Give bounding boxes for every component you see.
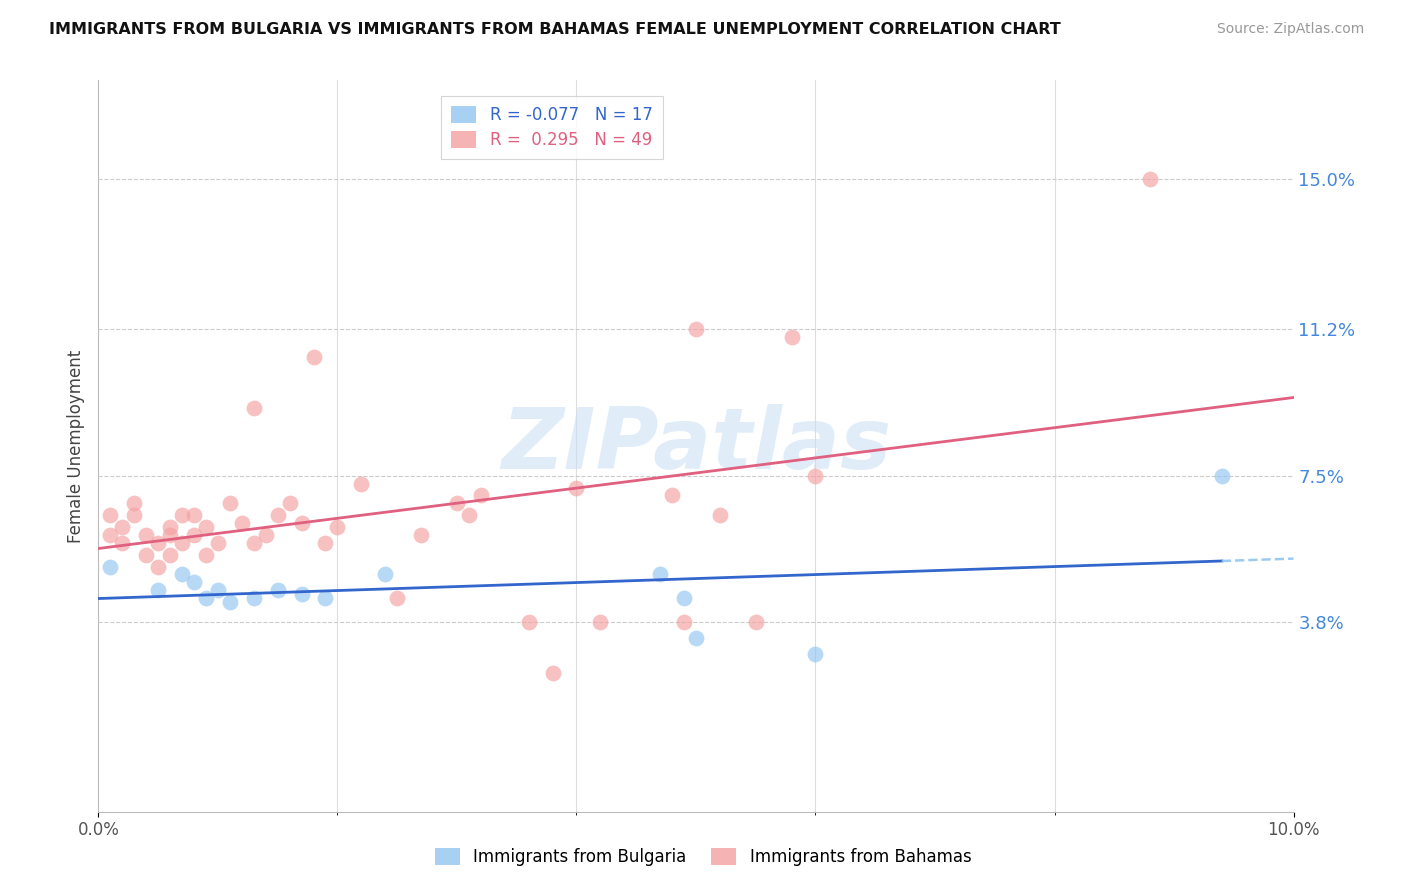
- Point: [135, 528, 157, 542]
- Point: [302, 350, 325, 364]
- Point: [219, 595, 242, 609]
- Point: [804, 468, 827, 483]
- Point: [172, 567, 194, 582]
- Point: [135, 548, 157, 562]
- Point: [673, 615, 696, 629]
- Text: Source: ZipAtlas.com: Source: ZipAtlas.com: [1216, 22, 1364, 37]
- Point: [745, 615, 768, 629]
- Point: [195, 520, 218, 534]
- Point: [589, 615, 612, 629]
- Point: [650, 567, 672, 582]
- Text: ZIPatlas: ZIPatlas: [501, 404, 891, 488]
- Point: [183, 508, 205, 523]
- Point: [159, 520, 181, 534]
- Point: [254, 528, 277, 542]
- Legend: R = -0.077   N = 17, R =  0.295   N = 49: R = -0.077 N = 17, R = 0.295 N = 49: [441, 96, 662, 159]
- Point: [350, 476, 373, 491]
- Point: [243, 536, 266, 550]
- Point: [148, 559, 170, 574]
- Point: [411, 528, 433, 542]
- Point: [159, 548, 181, 562]
- Point: [172, 536, 194, 550]
- Text: IMMIGRANTS FROM BULGARIA VS IMMIGRANTS FROM BAHAMAS FEMALE UNEMPLOYMENT CORRELAT: IMMIGRANTS FROM BULGARIA VS IMMIGRANTS F…: [49, 22, 1062, 37]
- Point: [291, 516, 314, 530]
- Point: [124, 496, 146, 510]
- Point: [458, 508, 481, 523]
- Point: [159, 528, 181, 542]
- Point: [111, 536, 134, 550]
- Point: [385, 591, 409, 606]
- Point: [315, 591, 337, 606]
- Point: [98, 508, 122, 523]
- Point: [291, 587, 314, 601]
- Point: [98, 528, 122, 542]
- Point: [183, 575, 205, 590]
- Point: [231, 516, 253, 530]
- Point: [111, 520, 134, 534]
- Point: [374, 567, 396, 582]
- Point: [315, 536, 337, 550]
- Point: [124, 508, 146, 523]
- Point: [517, 615, 540, 629]
- Point: [148, 583, 170, 598]
- Point: [1139, 172, 1161, 186]
- Legend: Immigrants from Bulgaria, Immigrants from Bahamas: Immigrants from Bulgaria, Immigrants fro…: [427, 841, 979, 873]
- Point: [804, 647, 827, 661]
- Point: [207, 583, 229, 598]
- Point: [98, 559, 122, 574]
- Point: [780, 330, 803, 344]
- Point: [470, 488, 492, 502]
- Point: [267, 508, 290, 523]
- Point: [183, 528, 205, 542]
- Point: [195, 591, 218, 606]
- Point: [172, 508, 194, 523]
- Point: [1211, 468, 1233, 483]
- Point: [661, 488, 683, 502]
- Point: [267, 583, 290, 598]
- Point: [685, 631, 707, 645]
- Point: [278, 496, 301, 510]
- Point: [148, 536, 170, 550]
- Point: [219, 496, 242, 510]
- Point: [207, 536, 229, 550]
- Point: [446, 496, 468, 510]
- Point: [243, 401, 266, 416]
- Point: [685, 322, 707, 336]
- Point: [709, 508, 731, 523]
- Point: [326, 520, 349, 534]
- Point: [673, 591, 696, 606]
- Point: [243, 591, 266, 606]
- Point: [195, 548, 218, 562]
- Y-axis label: Female Unemployment: Female Unemployment: [66, 350, 84, 542]
- Point: [541, 666, 564, 681]
- Point: [565, 481, 588, 495]
